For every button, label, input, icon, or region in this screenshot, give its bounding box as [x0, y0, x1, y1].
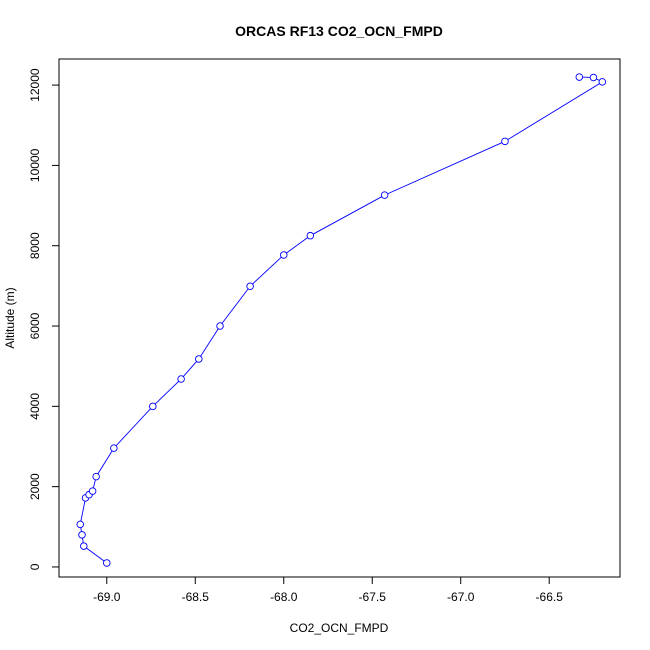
series-layer: [76, 73, 607, 567]
y-axis: 0 2000 4000 6000 8000 10000 12000: [28, 68, 59, 570]
data-point: [110, 444, 118, 452]
data-point: [501, 137, 509, 146]
y-tick-label: 2000: [28, 473, 42, 500]
data-point: [306, 231, 315, 240]
data-point: [92, 472, 100, 481]
plot-frame: [58, 58, 621, 578]
data-point: [195, 355, 203, 363]
data-point: [177, 375, 185, 383]
x-tick-label: -69.0: [93, 590, 121, 604]
data-point: [76, 520, 84, 529]
y-tick-label: 0: [28, 563, 42, 570]
x-tick-label: -66.5: [536, 590, 564, 604]
y-tick-label: 10000: [28, 148, 42, 182]
y-tick-label: 6000: [28, 312, 42, 339]
x-axis: -69.0 -68.5 -68.0 -67.5 -67.0 -66.5: [93, 577, 563, 604]
data-point: [216, 322, 224, 330]
x-tick-label: -67.0: [447, 590, 475, 604]
data-point: [103, 559, 111, 567]
y-tick-label: 12000: [28, 68, 42, 102]
x-tick-label: -67.5: [359, 590, 387, 604]
x-axis-label: CO2_OCN_FMPD: [290, 621, 389, 635]
data-point: [575, 73, 584, 81]
chart-title: ORCAS RF13 CO2_OCN_FMPD: [235, 23, 443, 39]
data-point: [149, 402, 157, 411]
x-tick-label: -68.5: [182, 590, 210, 604]
data-point: [80, 542, 88, 550]
data-point: [280, 251, 288, 259]
data-point: [88, 487, 97, 495]
y-tick-label: 8000: [28, 232, 42, 259]
data-point: [589, 73, 598, 82]
data-point: [598, 78, 607, 86]
data-point: [380, 191, 389, 199]
data-point: [246, 282, 254, 291]
data-point: [78, 531, 86, 539]
x-tick-label: -68.0: [270, 590, 298, 604]
y-tick-label: 4000: [28, 393, 42, 420]
y-axis-label: Altitude (m): [3, 287, 17, 348]
series-line: [79, 76, 604, 564]
